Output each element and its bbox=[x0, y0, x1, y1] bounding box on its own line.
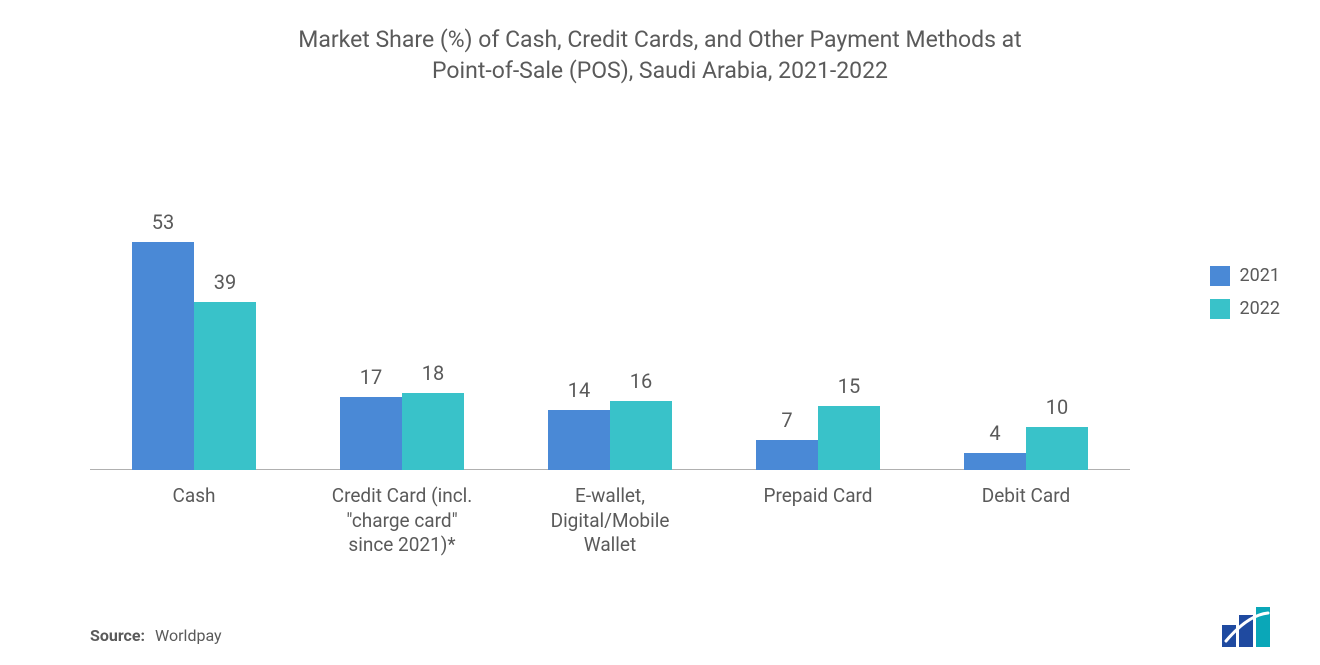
source-label: Source: bbox=[90, 626, 145, 645]
bar-value-label: 15 bbox=[838, 374, 860, 398]
bar-2022-1 bbox=[402, 393, 464, 470]
bar-2022-2 bbox=[610, 401, 672, 470]
bar-2021-2 bbox=[548, 410, 610, 470]
bar-value-label: 10 bbox=[1046, 395, 1068, 419]
category-label: E-wallet,Digital/MobileWallet bbox=[514, 470, 706, 558]
plot-area: 5339Cash1718Credit Card (incl."charge ca… bbox=[90, 150, 1130, 470]
legend-label: 2021 bbox=[1240, 265, 1280, 286]
chart-title: Market Share (%) of Cash, Credit Cards, … bbox=[0, 24, 1320, 86]
bar-2022-0 bbox=[194, 302, 256, 470]
bar-value-label: 18 bbox=[422, 361, 444, 385]
bar-2022-4 bbox=[1026, 427, 1088, 470]
bar-value-label: 4 bbox=[989, 421, 1000, 445]
legend-swatch bbox=[1210, 299, 1230, 319]
category-label: Debit Card bbox=[930, 470, 1122, 509]
source-value: Worldpay bbox=[155, 626, 222, 645]
bar-value-label: 39 bbox=[214, 270, 236, 294]
category-label: Credit Card (incl."charge card"since 202… bbox=[306, 470, 498, 558]
legend-label: 2022 bbox=[1240, 298, 1280, 319]
category-label: Prepaid Card bbox=[722, 470, 914, 509]
bar-2021-1 bbox=[340, 397, 402, 470]
legend-swatch bbox=[1210, 266, 1230, 286]
bar-2021-0 bbox=[132, 242, 194, 470]
bar-value-label: 16 bbox=[630, 369, 652, 393]
bar-value-label: 7 bbox=[781, 408, 792, 432]
chart-title-line-1: Market Share (%) of Cash, Credit Cards, … bbox=[298, 26, 1021, 53]
bar-value-label: 14 bbox=[568, 378, 590, 402]
chart-title-line-2: Point-of-Sale (POS), Saudi Arabia, 2021-… bbox=[432, 57, 888, 84]
bar-2021-3 bbox=[756, 440, 818, 470]
bar-value-label: 53 bbox=[152, 210, 174, 234]
legend-item-2021: 2021 bbox=[1210, 265, 1280, 286]
brand-logo bbox=[1222, 607, 1290, 647]
legend: 2021 2022 bbox=[1210, 265, 1280, 319]
bar-2022-3 bbox=[818, 406, 880, 471]
source-footer: Source: Worldpay bbox=[90, 626, 222, 645]
bar-value-label: 17 bbox=[360, 365, 382, 389]
chart-container: Market Share (%) of Cash, Credit Cards, … bbox=[0, 0, 1320, 665]
category-label: Cash bbox=[98, 470, 290, 509]
legend-item-2022: 2022 bbox=[1210, 298, 1280, 319]
bar-2021-4 bbox=[964, 453, 1026, 470]
